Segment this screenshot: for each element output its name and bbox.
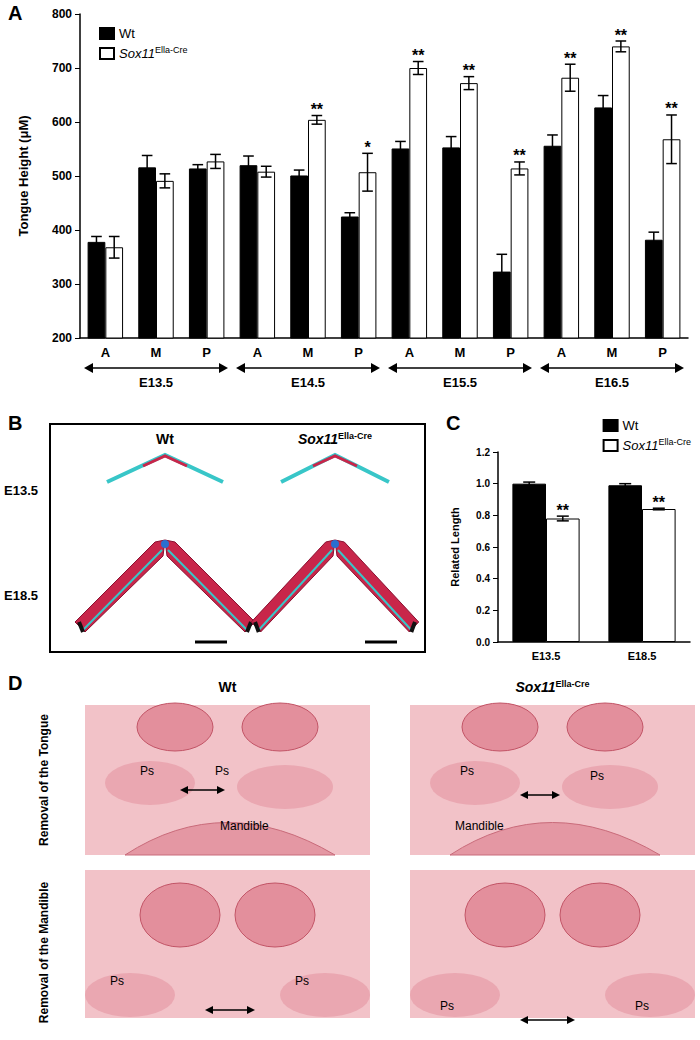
svg-text:Ella-Cre: Ella-Cre [155, 45, 188, 55]
svg-text:Ps: Ps [460, 764, 474, 778]
svg-text:Ps: Ps [295, 974, 309, 988]
svg-text:0.8: 0.8 [476, 510, 490, 521]
svg-text:1.2: 1.2 [476, 447, 490, 458]
svg-text:**: ** [513, 147, 526, 164]
svg-text:Wt: Wt [156, 431, 174, 447]
svg-text:E18.5: E18.5 [4, 588, 38, 603]
svg-text:Sox11Ella-Cre: Sox11Ella-Cre [298, 431, 372, 447]
svg-text:700: 700 [52, 61, 72, 75]
svg-text:800: 800 [52, 7, 72, 21]
svg-text:A: A [557, 345, 567, 360]
svg-text:P: P [202, 345, 211, 360]
svg-text:**: ** [412, 47, 425, 64]
svg-text:600: 600 [52, 115, 72, 129]
svg-text:Ps: Ps [110, 974, 124, 988]
html-text:D: D [8, 672, 23, 694]
svg-text:Removal of the Tongue: Removal of the Tongue [37, 714, 51, 846]
svg-text:**: ** [653, 494, 666, 511]
svg-text:M: M [607, 345, 618, 360]
svg-text:Wt: Wt [623, 418, 639, 433]
svg-text:**: ** [615, 27, 628, 44]
svg-text:Sox11: Sox11 [119, 46, 155, 61]
svg-text:Wt: Wt [119, 26, 135, 41]
svg-text:E15.5: E15.5 [443, 375, 477, 390]
svg-text:A: A [253, 345, 263, 360]
svg-text:Sox11Ella-Cre: Sox11Ella-Cre [515, 679, 589, 695]
svg-text:*: * [364, 139, 371, 156]
svg-text:200: 200 [52, 331, 72, 345]
svg-text:Ps: Ps [590, 769, 604, 783]
svg-text:**: ** [463, 62, 476, 79]
svg-text:A: A [405, 345, 415, 360]
svg-text:M: M [151, 345, 162, 360]
svg-text:**: ** [311, 101, 324, 118]
svg-text:E13.5: E13.5 [532, 650, 561, 662]
svg-text:Ps: Ps [440, 999, 454, 1013]
svg-text:500: 500 [52, 169, 72, 183]
svg-text:E18.5: E18.5 [628, 650, 657, 662]
svg-text:P: P [506, 345, 515, 360]
svg-text:Sox11: Sox11 [623, 438, 659, 453]
svg-text:Related Length: Related Length [449, 507, 461, 587]
svg-text:Mandible: Mandible [455, 819, 504, 833]
svg-text:Ps: Ps [215, 764, 229, 778]
svg-text:Ps: Ps [140, 764, 154, 778]
svg-text:Ella-Cre: Ella-Cre [658, 437, 691, 447]
svg-text:**: ** [557, 502, 570, 519]
svg-text:P: P [658, 345, 667, 360]
svg-text:E16.5: E16.5 [595, 375, 629, 390]
html-text:C: C [446, 412, 461, 434]
svg-text:0.0: 0.0 [476, 637, 490, 648]
svg-text:1.0: 1.0 [476, 478, 490, 489]
html-text:A: A [8, 2, 23, 24]
svg-text:E14.5: E14.5 [291, 375, 325, 390]
svg-text:Removal of the Mandible: Removal of the Mandible [37, 882, 51, 1024]
svg-text:Ps: Ps [635, 999, 649, 1013]
svg-text:0.4: 0.4 [476, 573, 490, 584]
svg-text:A: A [101, 345, 111, 360]
svg-text:P: P [354, 345, 363, 360]
svg-text:E13.5: E13.5 [4, 483, 38, 498]
svg-text:**: ** [665, 100, 678, 117]
svg-text:**: ** [564, 50, 577, 67]
svg-text:Wt: Wt [219, 679, 237, 695]
svg-text:0.6: 0.6 [476, 542, 490, 553]
svg-text:400: 400 [52, 223, 72, 237]
svg-text:Tongue Height (μM): Tongue Height (μM) [16, 115, 31, 236]
svg-text:E13.5: E13.5 [139, 375, 173, 390]
svg-text:M: M [455, 345, 466, 360]
html-text:B: B [8, 412, 23, 434]
svg-text:0.2: 0.2 [476, 605, 490, 616]
svg-text:M: M [303, 345, 314, 360]
svg-text:300: 300 [52, 277, 72, 291]
svg-text:Mandible: Mandible [220, 819, 269, 833]
